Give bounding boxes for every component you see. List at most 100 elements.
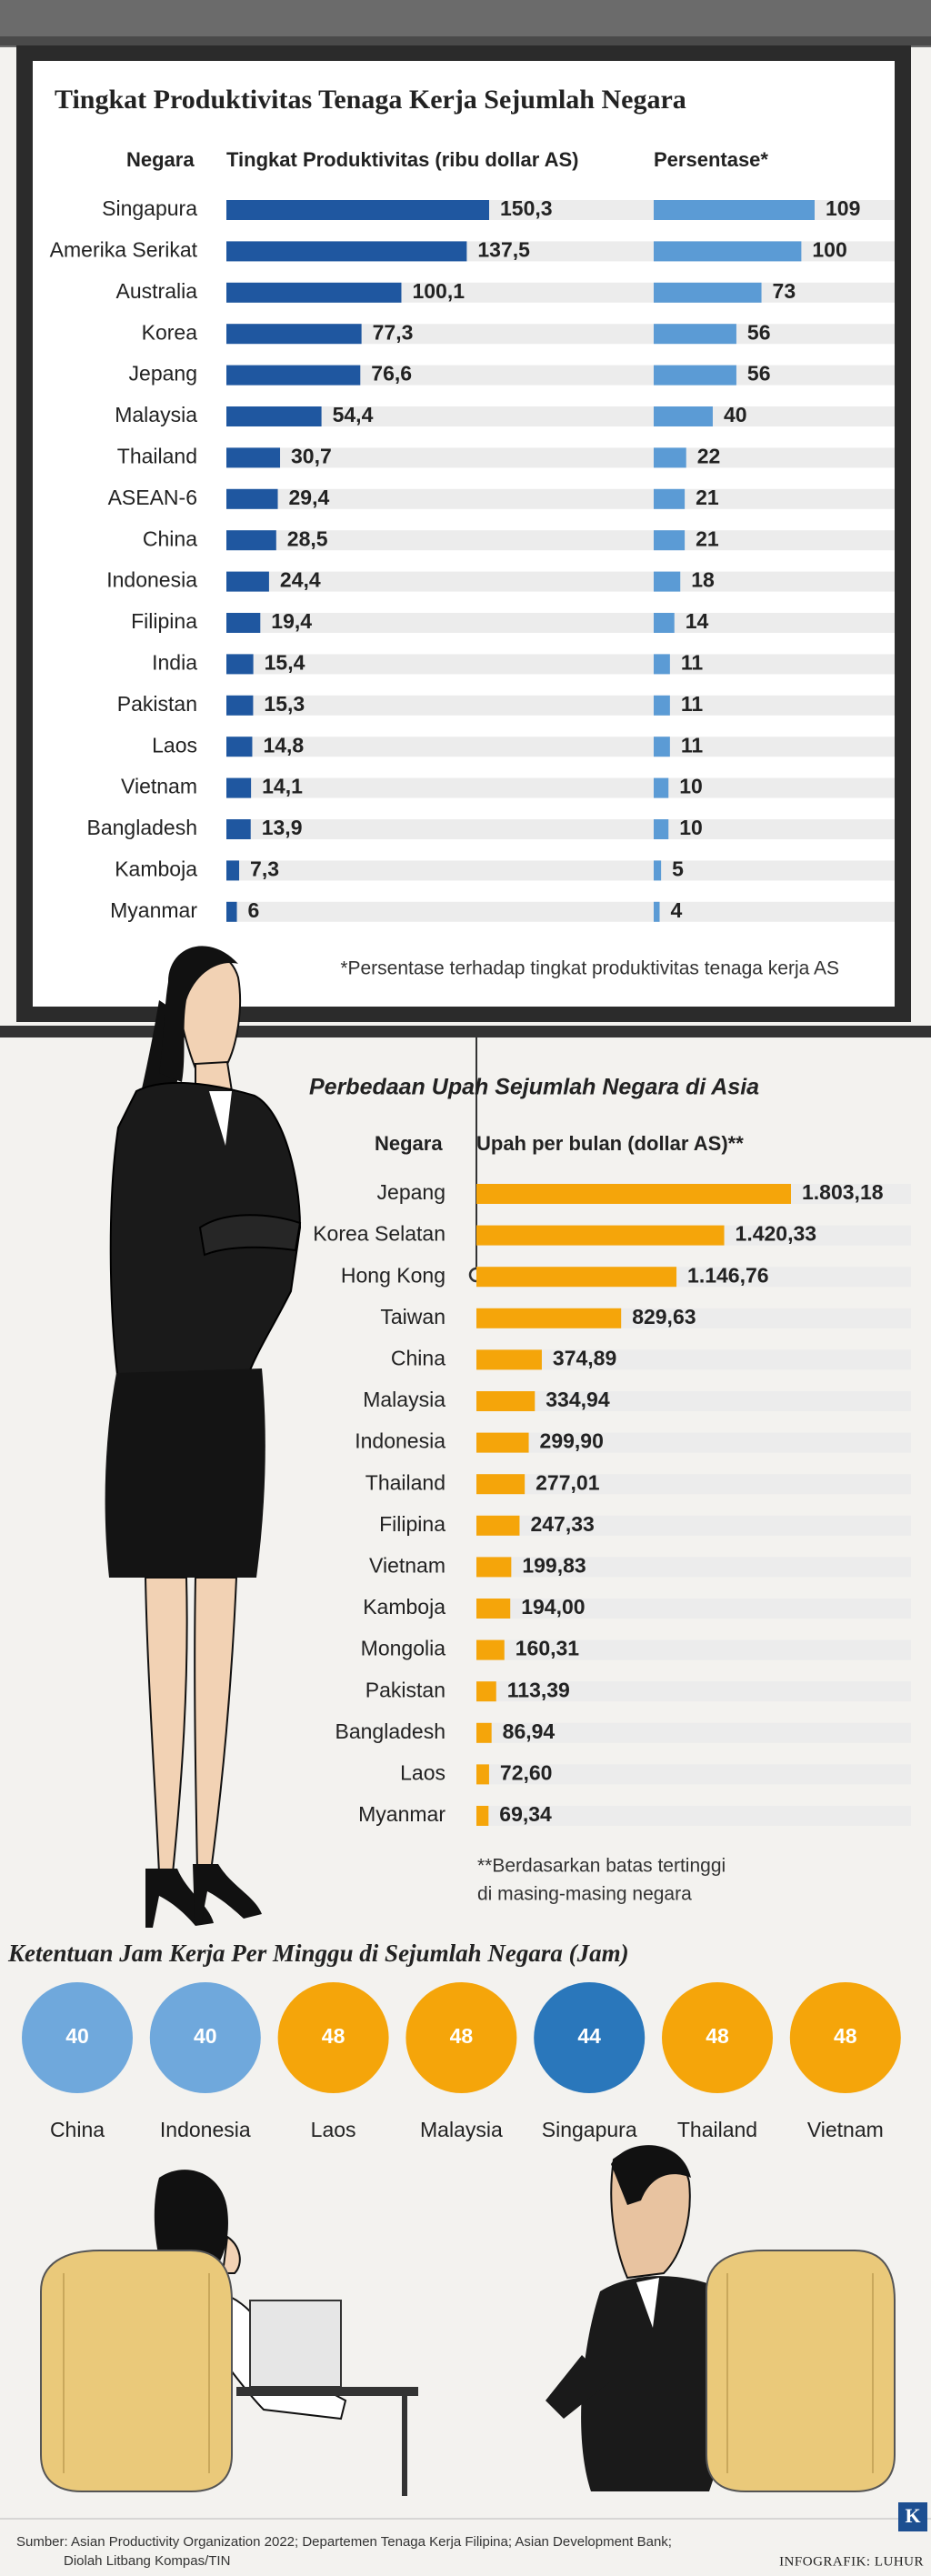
circle-value: 40: [194, 2024, 217, 2048]
value-label: 160,31: [516, 1637, 580, 1660]
bar: [476, 1681, 496, 1702]
bar: [226, 860, 240, 881]
bar: [476, 1349, 542, 1370]
row-track: [476, 1764, 911, 1785]
value-label: 19,4: [271, 609, 312, 633]
value-label: 277,01: [536, 1470, 600, 1494]
bar: [654, 901, 660, 922]
category-label: Myanmar: [358, 1802, 445, 1826]
category-label: China: [391, 1346, 445, 1369]
bar: [226, 695, 254, 716]
source: Diolah Litbang Kompas/TIN: [64, 2553, 230, 2569]
value-label: 5: [672, 857, 684, 880]
value-label: 40: [724, 403, 747, 426]
bar: [226, 406, 322, 426]
value-label: 11: [681, 650, 704, 674]
value-label: 6: [248, 898, 260, 922]
value-label: 137,5: [477, 237, 530, 261]
value-label: 15,3: [264, 692, 305, 716]
category-label: Filipina: [131, 609, 197, 633]
value-label: 150,3: [500, 196, 553, 220]
category-label: Kamboja: [363, 1595, 445, 1619]
row-track: [476, 1557, 911, 1578]
category-label: Korea Selatan: [313, 1222, 445, 1246]
value-label: 109: [826, 196, 860, 220]
category-label: Pakistan: [117, 692, 197, 716]
row-track: [476, 1639, 911, 1660]
value-label: 15,4: [265, 650, 305, 674]
value-label: 86,94: [503, 1719, 556, 1743]
logo-box: [898, 2502, 927, 2531]
category-header: Negara: [375, 1132, 443, 1155]
bar: [226, 613, 261, 633]
bar: [226, 654, 254, 675]
row-track: [476, 1391, 911, 1411]
category-label: Pakistan: [365, 1678, 445, 1701]
bar: [476, 1806, 489, 1826]
bar: [476, 1225, 725, 1246]
category-label: China: [143, 526, 197, 550]
category-label: Filipina: [379, 1512, 445, 1536]
row-track: [476, 1806, 911, 1826]
value-label: 10: [679, 816, 703, 839]
bar: [226, 777, 252, 798]
row-track: [476, 1474, 911, 1495]
circle-value: 48: [706, 2024, 729, 2048]
value-label: 334,94: [546, 1388, 610, 1411]
row-track: [226, 654, 895, 675]
category-header: Negara: [126, 148, 195, 171]
series-header: Upah per bulan (dollar AS)**: [476, 1132, 744, 1155]
logo: K: [905, 2504, 920, 2527]
circle-value: 44: [577, 2024, 601, 2048]
hours-circle: [277, 1982, 389, 2093]
row-track: [476, 1432, 911, 1453]
bar: [226, 200, 489, 220]
screen-housing-shadow: [0, 36, 931, 45]
chart-title: Ketentuan Jam Kerja Per Minggu di Sejuml…: [7, 1940, 629, 1967]
value-label: 56: [747, 320, 771, 344]
category-label: Malaysia: [363, 1388, 445, 1411]
category-label: Indonesia: [160, 2118, 251, 2141]
row-track: [226, 860, 895, 881]
bar: [226, 282, 402, 303]
note: **Berdasarkan batas tertinggi: [477, 1856, 726, 1877]
chart-title: Tingkat Produktivitas Tenaga Kerja Sejum…: [55, 85, 686, 115]
row-track: [226, 737, 895, 757]
bar: [226, 488, 278, 509]
screen-rail: [0, 1026, 931, 1037]
row-track: [226, 488, 895, 509]
value-label: 29,4: [289, 486, 330, 509]
value-label: 69,34: [499, 1802, 552, 1826]
row-track: [226, 695, 895, 716]
category-label: Vietnam: [807, 2118, 884, 2141]
value-label: 10: [679, 775, 703, 798]
value-label: 4: [670, 898, 682, 922]
value-label: 7,3: [250, 857, 279, 880]
row-track: [476, 1599, 911, 1619]
bar: [654, 488, 686, 509]
bar: [226, 241, 467, 262]
value-label: 374,89: [553, 1346, 616, 1369]
value-label: 30,7: [291, 444, 332, 467]
value-label: 77,3: [373, 320, 414, 344]
circle-value: 48: [322, 2024, 345, 2048]
bar: [226, 819, 251, 839]
category-label: Indonesia: [106, 568, 197, 592]
bar: [476, 1764, 489, 1785]
bar: [654, 241, 802, 262]
value-label: 24,4: [280, 568, 321, 592]
illustration-woman: [105, 946, 302, 1928]
value-label: 1.420,33: [736, 1222, 817, 1246]
circle-value: 48: [450, 2024, 474, 2048]
category-label: ASEAN-6: [108, 486, 197, 509]
bar: [226, 324, 362, 345]
value-label: 56: [747, 362, 771, 386]
bar: [226, 447, 281, 468]
bar: [654, 737, 670, 757]
category-label: Laos: [400, 1760, 445, 1784]
category-label: Thailand: [117, 444, 197, 467]
category-label: Laos: [152, 733, 197, 757]
bar: [654, 447, 686, 468]
